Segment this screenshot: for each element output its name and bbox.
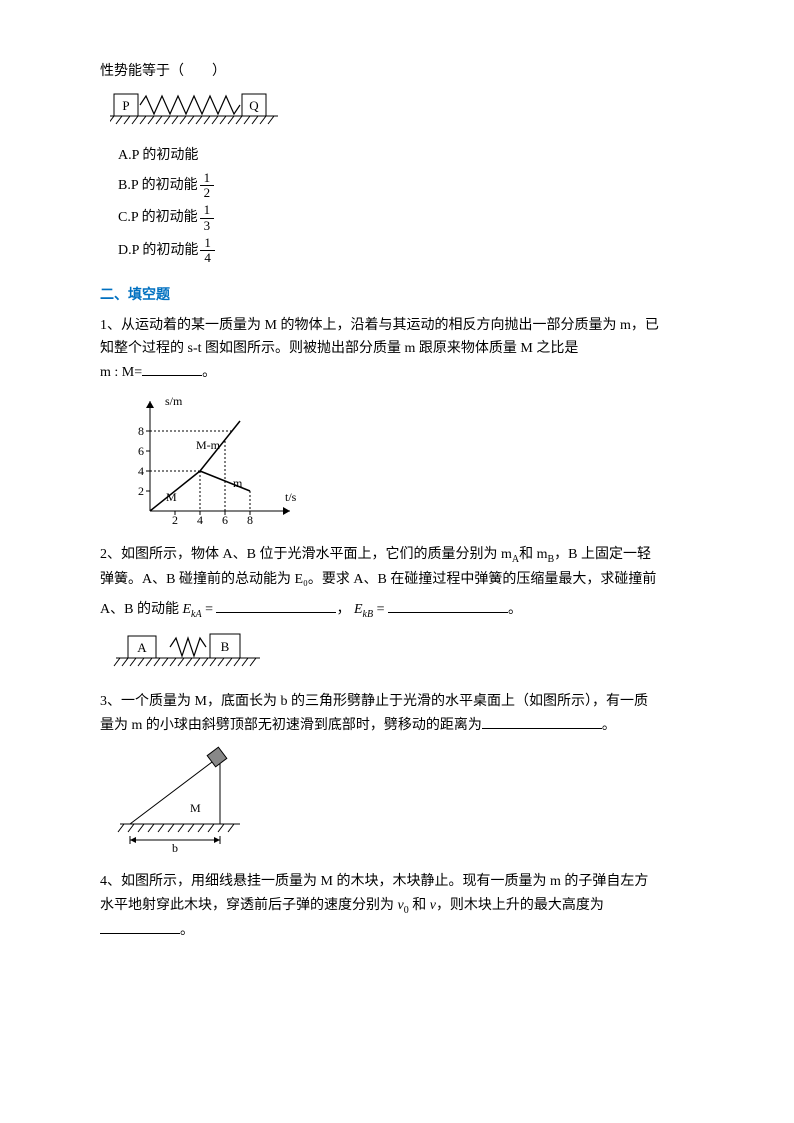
q1-chart: s/m t/s 2 4 6 8 2 4 6 8 xyxy=(110,391,694,531)
q3-line2-b: 。 xyxy=(602,718,616,733)
q2-eka-sub: kA xyxy=(191,608,202,619)
frac-d-num: 1 xyxy=(200,236,215,251)
q2-line3-a: A、B 的动能 xyxy=(100,602,182,617)
q2-comma: ， xyxy=(336,602,350,617)
q1-line3-prefix: m : M= xyxy=(100,365,142,380)
option-b: B. P 的初动能 1 2 xyxy=(118,171,694,201)
q4-blank xyxy=(100,919,180,934)
q1-ytick-6: 6 xyxy=(138,444,144,458)
q4-line1: 4、如图所示，用细线悬挂一质量为 M 的木块，木块静止。现有一质量为 m 的子弹… xyxy=(100,870,694,894)
q2-ekb-sym: E xyxy=(354,602,363,617)
question-3: 3、一个质量为 M，底面长为 b 的三角形劈静止于光滑的水平桌面上（如图所示），… xyxy=(100,690,694,854)
q2-eq1: = xyxy=(202,602,217,617)
frac-d-den: 4 xyxy=(200,251,215,265)
q4-line3: 。 xyxy=(100,919,694,943)
option-c-prefix: C. xyxy=(118,206,131,230)
q1-seg-up: M-m xyxy=(196,438,221,452)
q4-line3-suffix: 。 xyxy=(180,923,194,938)
option-a-text: P 的初动能 xyxy=(132,144,199,168)
option-d-prefix: D. xyxy=(118,239,132,263)
q2-blank-b xyxy=(388,598,508,613)
option-a-prefix: A. xyxy=(118,144,132,168)
q2-line1-b: 和 m xyxy=(519,547,547,562)
frac-c-num: 1 xyxy=(200,203,215,218)
frac-c: 1 3 xyxy=(200,203,215,233)
q1-ytick-2: 2 xyxy=(138,484,144,498)
q3-blank xyxy=(482,714,602,729)
q3-line2: 量为 m 的小球由斜劈顶部无初速滑到底部时，劈移动的距离为 。 xyxy=(100,714,694,738)
option-a: A. P 的初动能 xyxy=(118,144,694,168)
option-list: A. P 的初动能 B. P 的初动能 1 2 C. P 的初动能 1 3 D.… xyxy=(118,144,694,266)
q1-line1: 1、从运动着的某一质量为 M 的物体上，沿着与其运动的相反方向抛出一部分质量为 … xyxy=(100,314,694,338)
frac-b-den: 2 xyxy=(200,186,215,200)
q2-ekb-sub: kB xyxy=(363,608,374,619)
q1-xtick-6: 6 xyxy=(222,513,228,527)
spring-pq-diagram: P Q xyxy=(110,90,694,132)
q1-seg-down: m xyxy=(233,476,243,490)
q2-box-a: A xyxy=(137,640,147,655)
q1-xtick-8: 8 xyxy=(247,513,253,527)
q3-label-b: b xyxy=(172,841,178,854)
q4-line2-a: 水平地射穿此木块，穿透前后子弹的速度分别为 xyxy=(100,898,398,913)
frac-c-den: 3 xyxy=(200,219,215,233)
page: 性势能等于（ ） P Q xyxy=(0,0,794,982)
q3-line1: 3、一个质量为 M，底面长为 b 的三角形劈静止于光滑的水平桌面上（如图所示），… xyxy=(100,690,694,714)
q-label: Q xyxy=(249,98,259,113)
q1-ytick-4: 4 xyxy=(138,464,144,478)
q2-line1: 2、如图所示，物体 A、B 位于光滑水平面上，它们的质量分别为 mA和 mB，B… xyxy=(100,543,694,568)
q3-label-m: M xyxy=(190,801,201,815)
q2-sub-a: A xyxy=(512,554,519,565)
q2-period: 。 xyxy=(508,602,522,617)
q3-diagram: M b xyxy=(110,744,694,854)
option-b-prefix: B. xyxy=(118,174,131,198)
q1-xlabel: t/s xyxy=(285,490,297,504)
q4-line2: 水平地射穿此木块，穿透前后子弹的速度分别为 v0 和 v，则木块上升的最大高度为 xyxy=(100,894,694,919)
option-d: D. P 的初动能 1 4 xyxy=(118,236,694,266)
q4-line2-c: ，则木块上升的最大高度为 xyxy=(436,898,604,913)
q2-line3: A、B 的动能 EkA = ， EkB = 。 xyxy=(100,598,694,623)
q1-blank xyxy=(142,361,202,376)
frac-b-num: 1 xyxy=(200,171,215,186)
question-1: 1、从运动着的某一质量为 M 的物体上，沿着与其运动的相反方向抛出一部分质量为 … xyxy=(100,314,694,531)
q1-line3: m : M=。 xyxy=(100,361,694,385)
option-c: C. P 的初动能 1 3 xyxy=(118,203,694,233)
q2-line1-c: ，B 上固定一轻 xyxy=(554,547,651,562)
q1-xtick-2: 2 xyxy=(172,513,178,527)
frac-d: 1 4 xyxy=(200,236,215,266)
q1-seg-left: M xyxy=(166,490,177,504)
q2-eka-sym: E xyxy=(182,602,191,617)
p-label: P xyxy=(122,98,129,113)
q1-ylabel: s/m xyxy=(165,394,183,408)
prev-question-tail: 性势能等于（ ） xyxy=(100,60,694,84)
q2-box-b: B xyxy=(221,639,230,654)
option-c-text: P 的初动能 xyxy=(131,206,198,230)
question-2: 2、如图所示，物体 A、B 位于光滑水平面上，它们的质量分别为 mA和 mB，B… xyxy=(100,543,694,678)
q3-line2-a: 量为 m 的小球由斜劈顶部无初速滑到底部时，劈移动的距离为 xyxy=(100,718,482,733)
q2-line1-a: 2、如图所示，物体 A、B 位于光滑水平面上，它们的质量分别为 m xyxy=(100,547,512,562)
question-4: 4、如图所示，用细线悬挂一质量为 M 的木块，木块静止。现有一质量为 m 的子弹… xyxy=(100,870,694,942)
q1-ytick-8: 8 xyxy=(138,424,144,438)
q2-diagram: A B xyxy=(110,628,694,678)
q1-line2: 知整个过程的 s-t 图如图所示。则被抛出部分质量 m 跟原来物体质量 M 之比… xyxy=(100,337,694,361)
frac-b: 1 2 xyxy=(200,171,215,201)
section-2-title: 二、填空题 xyxy=(100,284,694,304)
option-b-text: P 的初动能 xyxy=(131,174,198,198)
q4-line2-b: 和 xyxy=(409,898,430,913)
q2-blank-a xyxy=(216,598,336,613)
q1-xtick-4: 4 xyxy=(197,513,203,527)
q2-eq2: = xyxy=(373,602,388,617)
q2-line2: 弹簧。A、B 碰撞前的总动能为 E₀。要求 A、B 在碰撞过程中弹簧的压缩量最大… xyxy=(100,568,694,592)
option-d-text: P 的初动能 xyxy=(132,239,199,263)
